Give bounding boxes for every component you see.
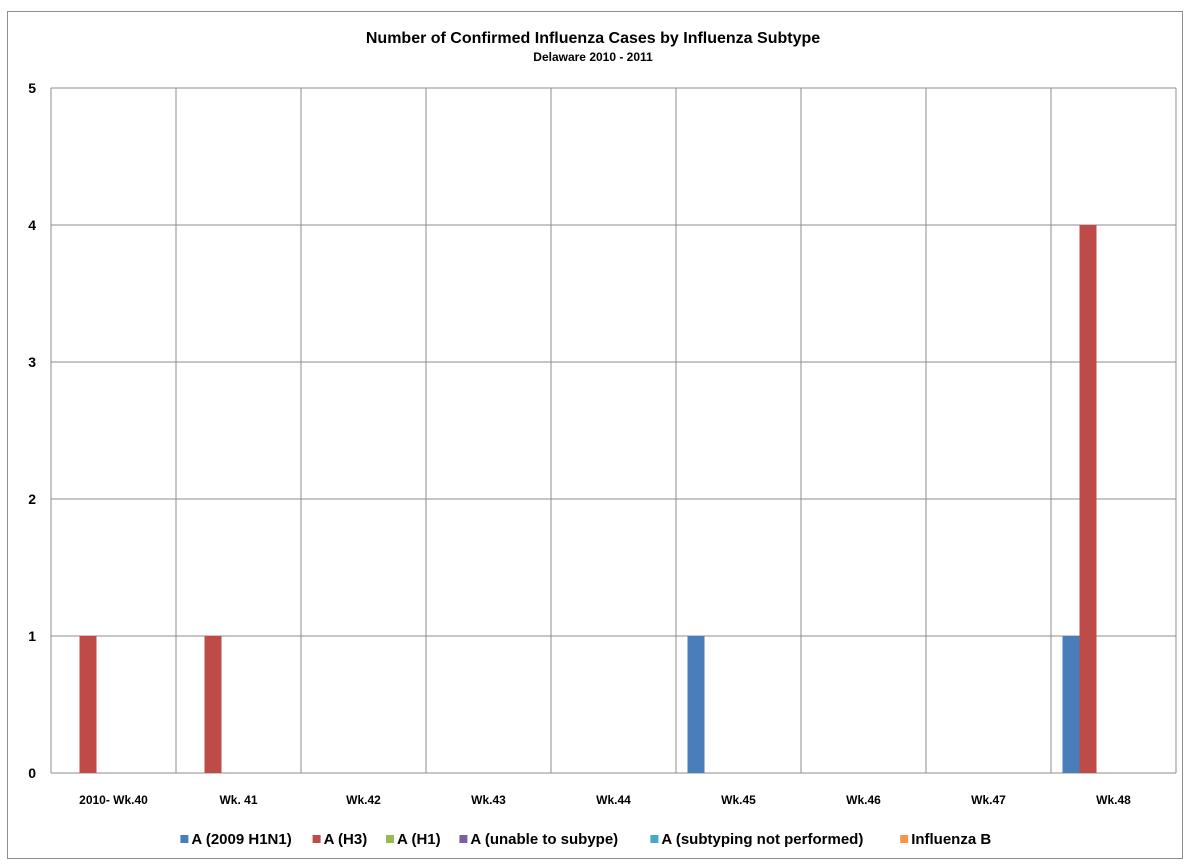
x-tick-label: Wk.43 — [471, 793, 506, 807]
gridlines — [50, 87, 1177, 774]
legend-swatch — [650, 835, 659, 843]
legend-label: Influenza B — [911, 831, 991, 848]
legend-label: A (2009 H1N1) — [191, 831, 291, 848]
chart-subtitle: Delaware 2010 - 2011 — [533, 50, 653, 64]
legend-swatch — [900, 835, 909, 843]
legend-label: A (subtyping not performed) — [661, 831, 863, 848]
legend-label: A (H3) — [324, 831, 368, 848]
x-tick-label: Wk.45 — [721, 793, 756, 807]
legend-swatch — [312, 835, 321, 843]
y-tick-label: 0 — [28, 765, 36, 781]
legend: A (2009 H1N1) A (H3) A (H1) A (unable to su… — [180, 831, 991, 848]
x-tick-label: Wk.46 — [846, 793, 881, 807]
x-tick-label: Wk.47 — [971, 793, 1006, 807]
bar — [1062, 636, 1080, 773]
y-tick-label: 1 — [28, 628, 36, 644]
legend-label: A (unable to subype) — [470, 831, 618, 848]
bar — [204, 636, 222, 773]
legend-swatch — [459, 835, 468, 843]
legend-swatch — [180, 835, 189, 843]
y-tick-label: 5 — [28, 80, 36, 96]
y-tick-label: 4 — [28, 217, 36, 233]
chart-title: Number of Confirmed Influenza Cases by I… — [366, 30, 820, 47]
x-tick-label: Wk. 41 — [219, 793, 257, 807]
x-tick-label: 2010- Wk.40 — [79, 793, 148, 807]
y-axis: 0 1 2 3 4 5 — [28, 80, 36, 781]
legend-swatch — [386, 835, 394, 843]
x-axis: 2010- Wk.40 Wk. 41 Wk.42 Wk.43 Wk.44 Wk.45 Wk.… — [79, 793, 1131, 807]
bars — [79, 225, 1097, 773]
legend-label: A (H1) — [397, 831, 441, 848]
x-tick-label: Wk.48 — [1096, 793, 1131, 807]
y-tick-label: 2 — [28, 491, 36, 507]
chart-frame — [7, 11, 1183, 859]
bar — [687, 636, 705, 773]
x-tick-label: Wk.44 — [596, 793, 631, 807]
x-tick-label: Wk.42 — [346, 793, 381, 807]
y-tick-label: 3 — [28, 354, 36, 370]
bar — [79, 636, 97, 773]
bar — [1079, 225, 1097, 773]
